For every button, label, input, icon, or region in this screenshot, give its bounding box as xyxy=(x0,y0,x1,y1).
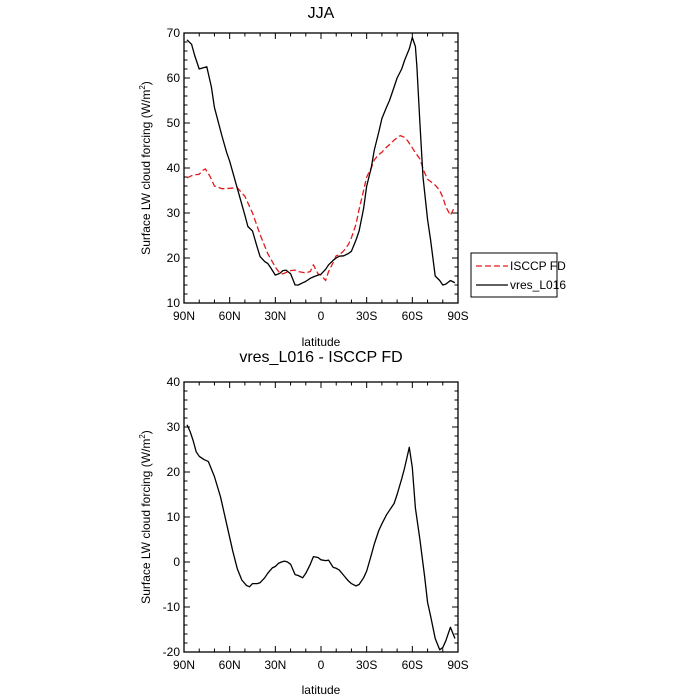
bottom-chart-x-tick-label: 0 xyxy=(318,658,325,672)
top-chart-x-tick-label: 30N xyxy=(264,309,286,323)
top-chart-y-axis-label-main: Surface LW cloud forcing (W/m xyxy=(139,90,153,255)
bottom-chart-x-tick-label: 30S xyxy=(356,658,377,672)
bottom-chart-y-axis-label-superscript: 2 xyxy=(138,434,147,439)
bottom-chart-y-tick-labels: -20 -10 0 10 20 30 40 xyxy=(163,375,181,659)
legend-label-isccp-fd: ISCCP FD xyxy=(510,259,566,273)
legend-box xyxy=(470,252,558,298)
bottom-chart-y-tick-label: 40 xyxy=(167,375,181,389)
bottom-chart-x-tick-label: 90S xyxy=(447,658,468,672)
top-chart-x-tick-label: 0 xyxy=(318,309,325,323)
top-chart-legend: ISCCP FD vres_L016 xyxy=(470,252,566,298)
bottom-chart-title: vres_L016 - ISCCP FD xyxy=(239,349,402,366)
bottom-chart-y-axis-label: Surface LW cloud forcing (W/m2) xyxy=(138,430,153,604)
top-chart-x-axis-label: latitude xyxy=(302,335,341,349)
bottom-chart-y-axis-label-close: ) xyxy=(139,430,153,434)
bottom-chart-y-tick-label: 10 xyxy=(167,510,181,524)
bottom-chart-series-layer xyxy=(186,424,456,651)
top-chart-y-tick-label: 10 xyxy=(167,296,181,310)
top-chart-y-tick-label: 60 xyxy=(167,71,181,85)
bottom-chart-x-tick-label: 60S xyxy=(402,658,423,672)
top-chart-y-axis-label: Surface LW cloud forcing (W/m2) xyxy=(138,81,153,255)
bottom-chart-x-tick-label: 90N xyxy=(173,658,195,672)
top-chart-y-tick-label: 20 xyxy=(167,251,181,265)
top-chart-y-tick-labels: 10 20 30 40 50 60 70 xyxy=(167,26,181,310)
bottom-chart-x-tick-label: 60N xyxy=(219,658,241,672)
bottom-chart-series-line-difference xyxy=(186,424,456,651)
top-chart-x-tick-label: 60N xyxy=(219,309,241,323)
top-chart-x-tick-label: 30S xyxy=(356,309,377,323)
top-chart-x-tick-label: 60S xyxy=(402,309,423,323)
bottom-chart-y-tick-label: -20 xyxy=(163,645,181,659)
top-chart-series-layer xyxy=(186,36,456,286)
top-chart-y-axis-label-close: ) xyxy=(139,81,153,85)
bottom-chart-x-tick-label: 30N xyxy=(264,658,286,672)
top-chart-y-axis-label-superscript: 2 xyxy=(138,85,147,90)
legend-label-vres-l016: vres_L016 xyxy=(510,278,566,292)
top-chart-plot-frame xyxy=(183,32,459,304)
bottom-chart-y-tick-label: 30 xyxy=(167,420,181,434)
bottom-chart-plot-frame xyxy=(183,381,459,653)
top-chart-series-line-isccp-fd xyxy=(186,134,456,282)
top-chart-panel: JJA 10 20 30 40 50 60 70 90N 60N 30N 0 30S 60S 90S l… xyxy=(138,5,566,349)
bottom-chart-x-tick-labels: 90N 60N 30N 0 30S 60S 90S xyxy=(173,658,469,672)
bottom-chart-y-tick-label: 20 xyxy=(167,465,181,479)
top-chart-y-tick-label: 50 xyxy=(167,116,181,130)
top-chart-x-tick-label: 90N xyxy=(173,309,195,323)
bottom-chart-y-tick-label: 0 xyxy=(173,555,180,569)
top-chart-series-line-vres-l016 xyxy=(186,36,456,286)
top-chart-y-tick-label: 70 xyxy=(167,26,181,40)
top-chart-y-tick-label: 40 xyxy=(167,161,181,175)
top-chart-y-tick-label: 30 xyxy=(167,206,181,220)
top-chart-x-tick-label: 90S xyxy=(447,309,468,323)
bottom-chart-y-tick-label: -10 xyxy=(163,600,181,614)
top-chart-x-tick-labels: 90N 60N 30N 0 30S 60S 90S xyxy=(173,309,469,323)
bottom-chart-y-axis-label-main: Surface LW cloud forcing (W/m xyxy=(139,439,153,604)
bottom-chart-x-axis-label: latitude xyxy=(302,683,341,697)
top-chart-title: JJA xyxy=(308,5,335,22)
